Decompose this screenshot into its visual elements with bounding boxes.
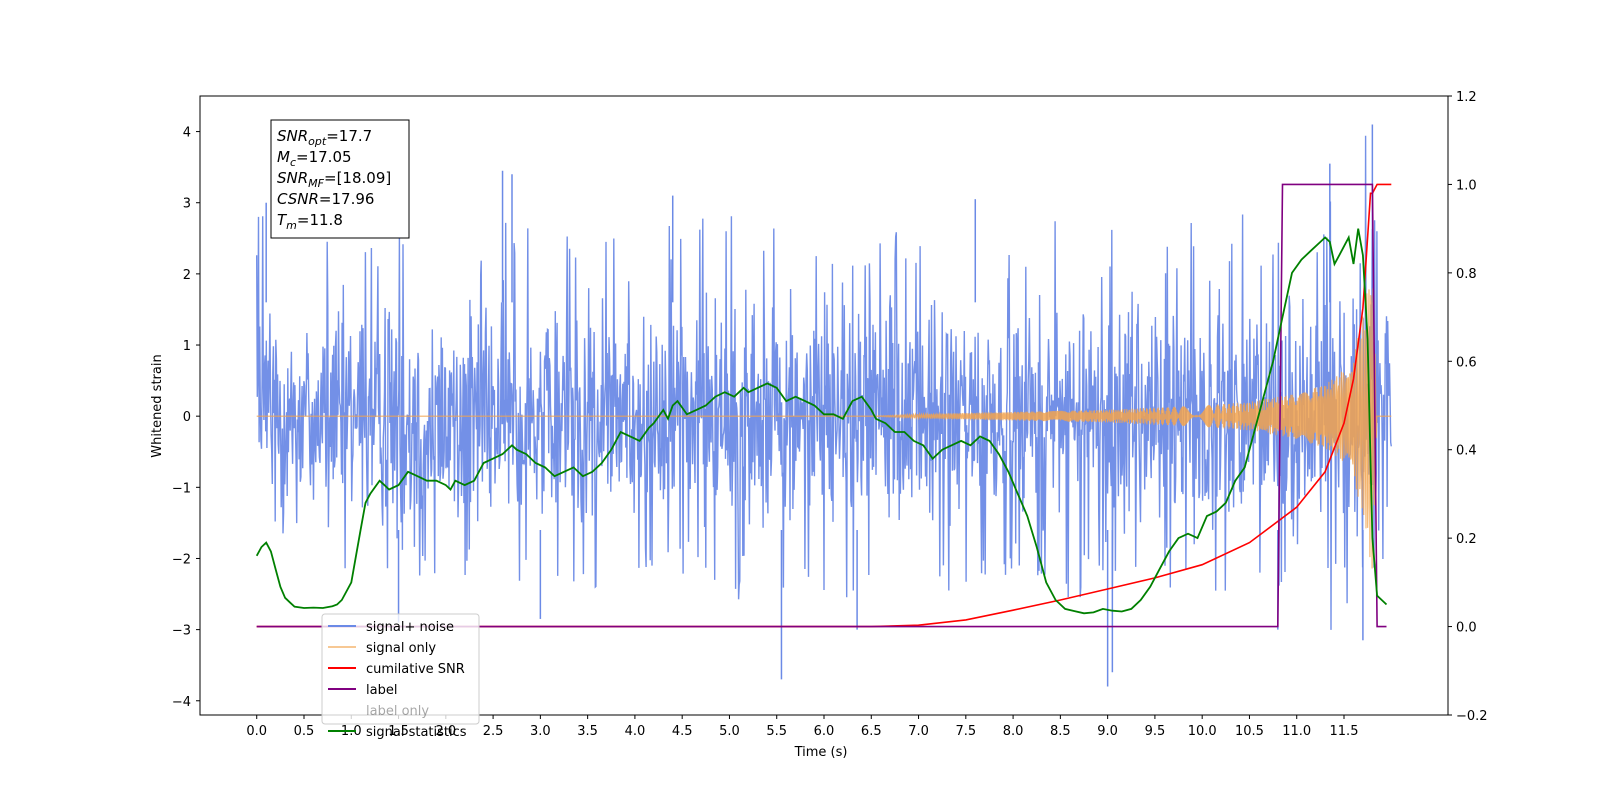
info-csnr: CSNR=17.96 [277,190,374,208]
y-tick-label: −1 [172,481,191,496]
y-tick-label: 4 [183,126,191,141]
y2-tick-label: 0.8 [1456,267,1477,282]
x-tick-label: 7.0 [908,724,929,739]
cumulative-snr-line [256,183,1392,628]
x-tick-label: 10.5 [1235,724,1264,739]
y2-tick-label: 1.0 [1456,178,1477,193]
x-tick-label: 2.5 [483,724,504,739]
legend-label: cumilative SNR [366,662,465,677]
x-tick-label: 3.0 [530,724,551,739]
y-axis-right: 1.2 1.0 0.8 0.6 0.4 0.2 0.0 −0.2 [1448,90,1488,724]
info-snr-mf: SNRMF=[18.09] [277,169,391,190]
y2-tick-label: 1.2 [1456,90,1477,105]
label-line [256,183,1387,628]
x-tick-label: 0.5 [294,724,315,739]
y-tick-label: 0 [183,410,191,425]
x-tick-label: 11.5 [1330,724,1359,739]
y-tick-label: −2 [172,552,191,567]
y2-tick-label: 0.4 [1456,444,1477,459]
y-tick-label: 1 [183,339,191,354]
y-tick-label: −3 [172,624,191,639]
legend-label: label [366,683,397,698]
y2-tick-label: 0.0 [1456,621,1477,636]
x-tick-label: 3.5 [577,724,598,739]
x-axis-title: Time (s) [794,745,848,760]
x-axis: 0.0 0.5 1.0 1.5 2.0 2.5 3.0 3.5 4.0 4.5 5.0 5.5 6.0 6… [246,715,1358,739]
x-tick-label: 10.0 [1188,724,1217,739]
y2-tick-label: 0.6 [1456,355,1477,370]
info-snr-opt: SNRopt=17.7 [277,127,372,148]
x-tick-label: 1.5 [388,724,409,739]
x-tick-label: 11.0 [1282,724,1311,739]
legend: signal+ noise signal only cumilative SNR la… [321,613,480,740]
x-tick-label: 5.5 [766,724,787,739]
legend-label: signal only [366,641,436,656]
legend-label: signal+ noise [366,620,454,635]
y2-tick-label: −0.2 [1456,709,1488,724]
x-tick-label: 9.0 [1097,724,1118,739]
y2-tick-label: 0.2 [1456,532,1477,547]
legend-label: label only [366,704,429,719]
y-tick-label: 3 [183,197,191,212]
y-axis-left: 4 3 2 1 0 −1 −2 −3 −4 [172,126,200,710]
info-tm: Tm=11.8 [277,211,343,232]
x-tick-label: 4.0 [625,724,646,739]
info-box: SNRopt=17.7Mc=17.05SNRMF=[18.09]CSNR=17.… [270,119,410,239]
info-mc: Mc=17.05 [277,148,352,169]
x-tick-label: 8.5 [1050,724,1071,739]
signal-statistics-line [255,228,1388,615]
y-tick-label: 2 [183,268,191,283]
y-tick-label: −4 [172,695,191,710]
legend-frame [321,613,480,725]
info-box-frame [270,119,410,239]
x-tick-label: 0.0 [246,724,267,739]
legend-label: signal statistics [366,725,467,740]
x-tick-label: 4.5 [672,724,693,739]
x-tick-label: 5.0 [719,724,740,739]
x-tick-label: 2.0 [435,724,456,739]
x-tick-label: 7.5 [955,724,976,739]
x-tick-label: 8.0 [1003,724,1024,739]
x-tick-label: 9.5 [1145,724,1166,739]
plot-area [255,124,1392,687]
x-tick-label: 6.5 [861,724,882,739]
y-axis-title: Whitened strain [150,354,165,457]
x-tick-label: 6.0 [814,724,835,739]
signal-only-trace [256,288,1392,569]
